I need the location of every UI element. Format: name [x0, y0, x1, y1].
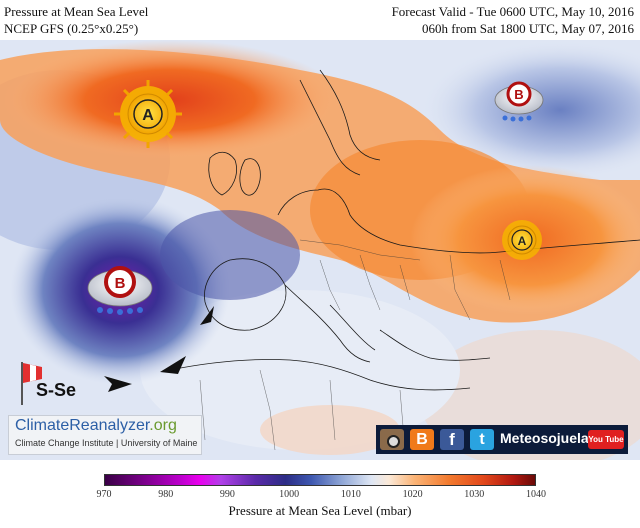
- youtube-icon[interactable]: You Tube: [588, 430, 624, 449]
- logo-name: ClimateReanalyzer: [15, 417, 150, 434]
- twitter-icon[interactable]: t: [470, 429, 494, 450]
- colorbar-tick: 1000: [279, 489, 300, 500]
- colorbar-ticks: 970 980 990 1000 1010 1020 1030 1040: [97, 486, 547, 500]
- colorbar-tick: 1020: [402, 489, 423, 500]
- high-pressure-icon: A: [114, 80, 182, 148]
- social-bar: B f t Meteosojuela You Tube: [376, 425, 628, 454]
- blogger-icon[interactable]: B: [410, 429, 434, 450]
- wind-arrow-icon: [200, 306, 214, 325]
- logo-suffix: .org: [149, 417, 177, 434]
- high-pressure-icon: A: [502, 220, 542, 260]
- logo-institute: Climate Change Institute | University of…: [15, 438, 198, 448]
- header-left: Pressure at Mean Sea Level NCEP GFS (0.2…: [4, 3, 148, 37]
- model-name: NCEP GFS (0.25°x0.25°): [4, 21, 139, 36]
- instagram-icon[interactable]: [380, 429, 404, 450]
- wind-arrows: [104, 306, 214, 392]
- header-right: Forecast Valid - Tue 0600 UTC, May 10, 2…: [392, 3, 634, 37]
- low-pressure-icon: B: [494, 81, 544, 122]
- windsock-icon: [21, 362, 42, 405]
- wind-arrow-icon: [160, 356, 186, 374]
- svg-text:A: A: [518, 234, 527, 248]
- svg-text:B: B: [115, 275, 126, 292]
- map-title: Pressure at Mean Sea Level: [4, 4, 149, 19]
- wind-arrow-icon: [104, 376, 132, 392]
- colorbar-label: Pressure at Mean Sea Level (mbar): [228, 503, 412, 518]
- colorbar-tick: 1030: [464, 489, 485, 500]
- pressure-map: A B A B: [0, 40, 640, 460]
- colorbar-tick: 990: [219, 489, 235, 500]
- colorbar-tick: 970: [96, 489, 112, 500]
- colorbar-gradient: [104, 474, 536, 486]
- colorbar-tick: 980: [158, 489, 174, 500]
- climate-reanalyzer-logo[interactable]: ClimateReanalyzer.org Climate Change Ins…: [8, 415, 202, 455]
- lead-time: 060h from Sat 1800 UTC, May 07, 2016: [422, 21, 634, 36]
- forecast-valid: Forecast Valid - Tue 0600 UTC, May 10, 2…: [391, 4, 634, 19]
- wind-direction-label: S-Se: [36, 380, 77, 400]
- brand-name[interactable]: Meteosojuela: [500, 430, 589, 446]
- colorbar: 970 980 990 1000 1010 1020 1030 1040: [97, 474, 547, 500]
- facebook-icon[interactable]: f: [440, 429, 464, 450]
- colorbar-tick: 1010: [340, 489, 361, 500]
- svg-text:A: A: [142, 107, 154, 124]
- colorbar-tick: 1040: [526, 489, 546, 500]
- svg-text:B: B: [514, 87, 523, 102]
- low-pressure-icon: B: [87, 266, 153, 315]
